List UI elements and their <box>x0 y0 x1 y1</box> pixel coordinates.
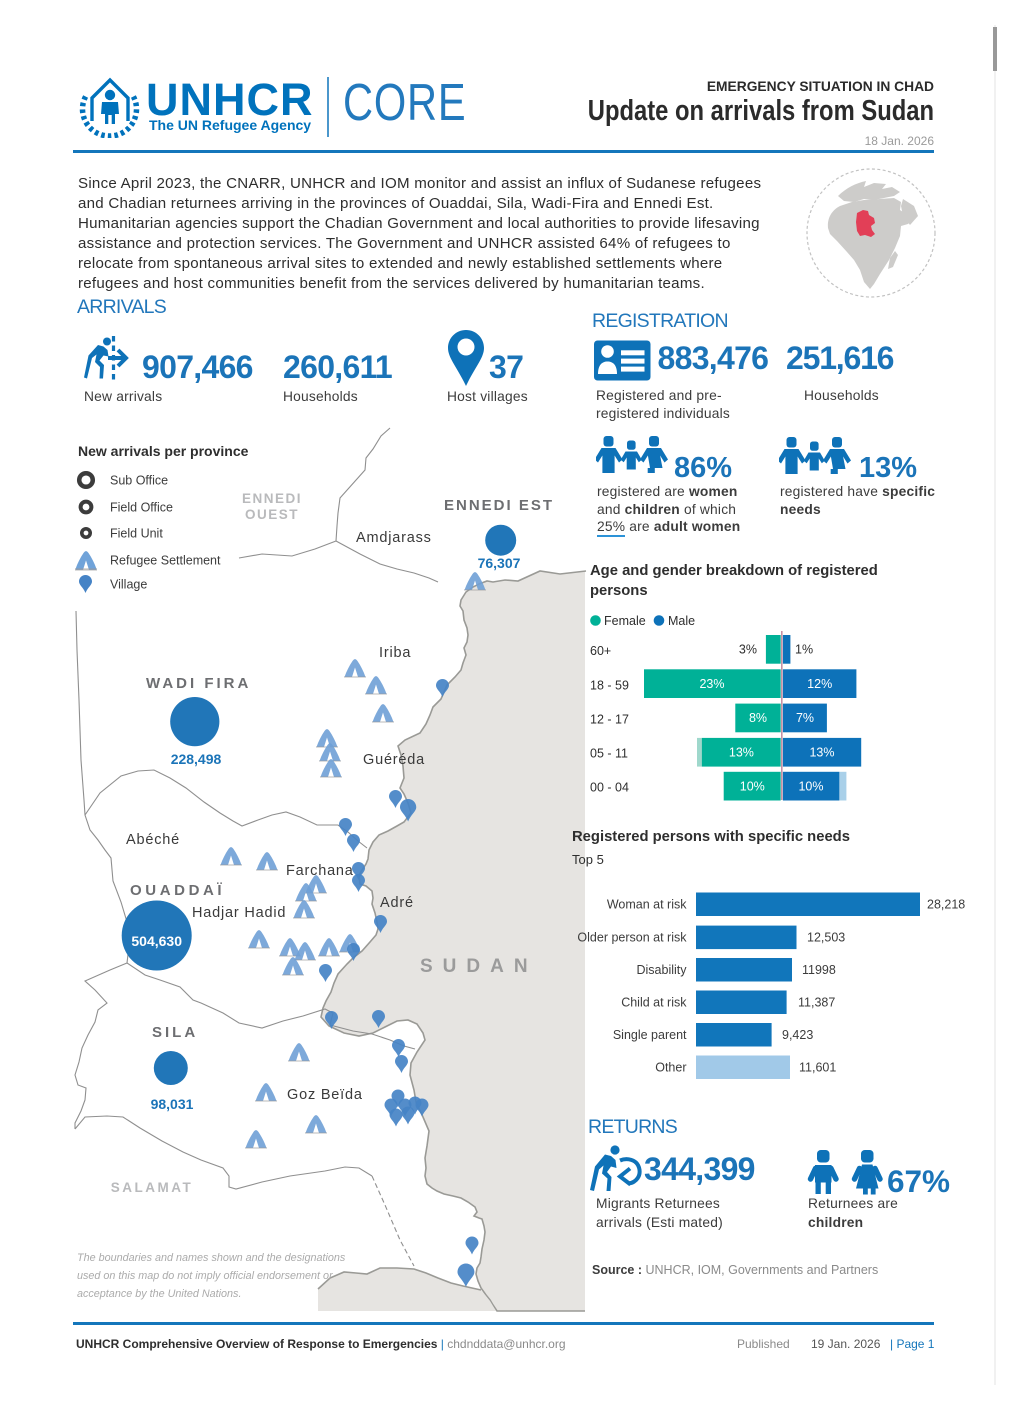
svg-text:18 - 59: 18 - 59 <box>590 679 629 693</box>
svg-text:SILA: SILA <box>152 1024 198 1041</box>
svg-text:7%: 7% <box>796 711 814 725</box>
svg-text:acceptance by the United Natio: acceptance by the United Nations. <box>77 1288 241 1300</box>
svg-text:13%: 13% <box>809 746 834 760</box>
svg-text:WADI FIRA: WADI FIRA <box>146 675 251 692</box>
svg-text:The boundaries and names shown: The boundaries and names shown and the d… <box>77 1252 346 1264</box>
svg-text:3%: 3% <box>739 643 757 657</box>
svg-text:Male: Male <box>668 614 695 628</box>
svg-text:Older person at risk: Older person at risk <box>577 931 687 945</box>
svg-text:1%: 1% <box>795 643 813 657</box>
svg-text:10%: 10% <box>740 780 765 794</box>
svg-text:Field Unit: Field Unit <box>110 527 163 541</box>
svg-text:Single parent: Single parent <box>613 1028 687 1042</box>
svg-text:Woman at risk: Woman at risk <box>607 898 687 912</box>
svg-text:Sub Office: Sub Office <box>110 474 168 488</box>
svg-text:OUEST: OUEST <box>245 507 299 522</box>
svg-text:28,218: 28,218 <box>927 898 965 912</box>
svg-text:05 - 11: 05 - 11 <box>590 747 628 761</box>
svg-text:10%: 10% <box>798 780 823 794</box>
svg-text:Farchana: Farchana <box>286 863 354 879</box>
svg-text:60+: 60+ <box>590 644 611 658</box>
svg-text:ENNEDI EST: ENNEDI EST <box>444 497 554 514</box>
svg-text:228,498: 228,498 <box>171 751 222 767</box>
svg-text:23%: 23% <box>699 677 724 691</box>
svg-text:OUADDAÏ: OUADDAÏ <box>130 882 225 899</box>
svg-text:Village: Village <box>110 578 147 592</box>
svg-text:76,307: 76,307 <box>478 555 521 571</box>
svg-text:9,423: 9,423 <box>782 1028 813 1042</box>
svg-text:ENNEDI: ENNEDI <box>242 491 302 506</box>
svg-text:Goz Beïda: Goz Beïda <box>287 1087 363 1103</box>
svg-text:11,601: 11,601 <box>799 1061 836 1075</box>
svg-text:8%: 8% <box>749 711 767 725</box>
svg-text:SALAMAT: SALAMAT <box>111 1180 194 1195</box>
svg-text:Refugee Settlement: Refugee Settlement <box>110 554 221 568</box>
svg-text:Female: Female <box>604 614 646 628</box>
svg-text:Guéréda: Guéréda <box>363 752 425 768</box>
svg-text:12,503: 12,503 <box>807 931 845 945</box>
svg-text:13%: 13% <box>729 746 754 760</box>
svg-text:Adré: Adré <box>380 895 414 911</box>
svg-text:12%: 12% <box>807 677 832 691</box>
svg-text:11,387: 11,387 <box>798 996 835 1010</box>
svg-text:Hadjar Hadid: Hadjar Hadid <box>192 905 286 921</box>
svg-text:12 - 17: 12 - 17 <box>590 713 629 727</box>
svg-text:504,630: 504,630 <box>131 933 182 949</box>
svg-text:98,031: 98,031 <box>151 1096 194 1112</box>
svg-text:Field Office: Field Office <box>110 501 173 515</box>
svg-text:11998: 11998 <box>802 963 836 977</box>
svg-text:Iriba: Iriba <box>379 645 411 661</box>
svg-text:Disability: Disability <box>636 963 687 977</box>
svg-text:used on this map do not imply: used on this map do not imply official e… <box>77 1270 333 1282</box>
svg-text:00 - 04: 00 - 04 <box>590 781 629 795</box>
svg-text:SUDAN: SUDAN <box>420 956 538 977</box>
svg-text:Amdjarass: Amdjarass <box>356 530 432 546</box>
svg-text:Abéché: Abéché <box>126 832 180 848</box>
svg-text:Child at risk: Child at risk <box>621 996 687 1010</box>
svg-text:Other: Other <box>655 1061 686 1075</box>
